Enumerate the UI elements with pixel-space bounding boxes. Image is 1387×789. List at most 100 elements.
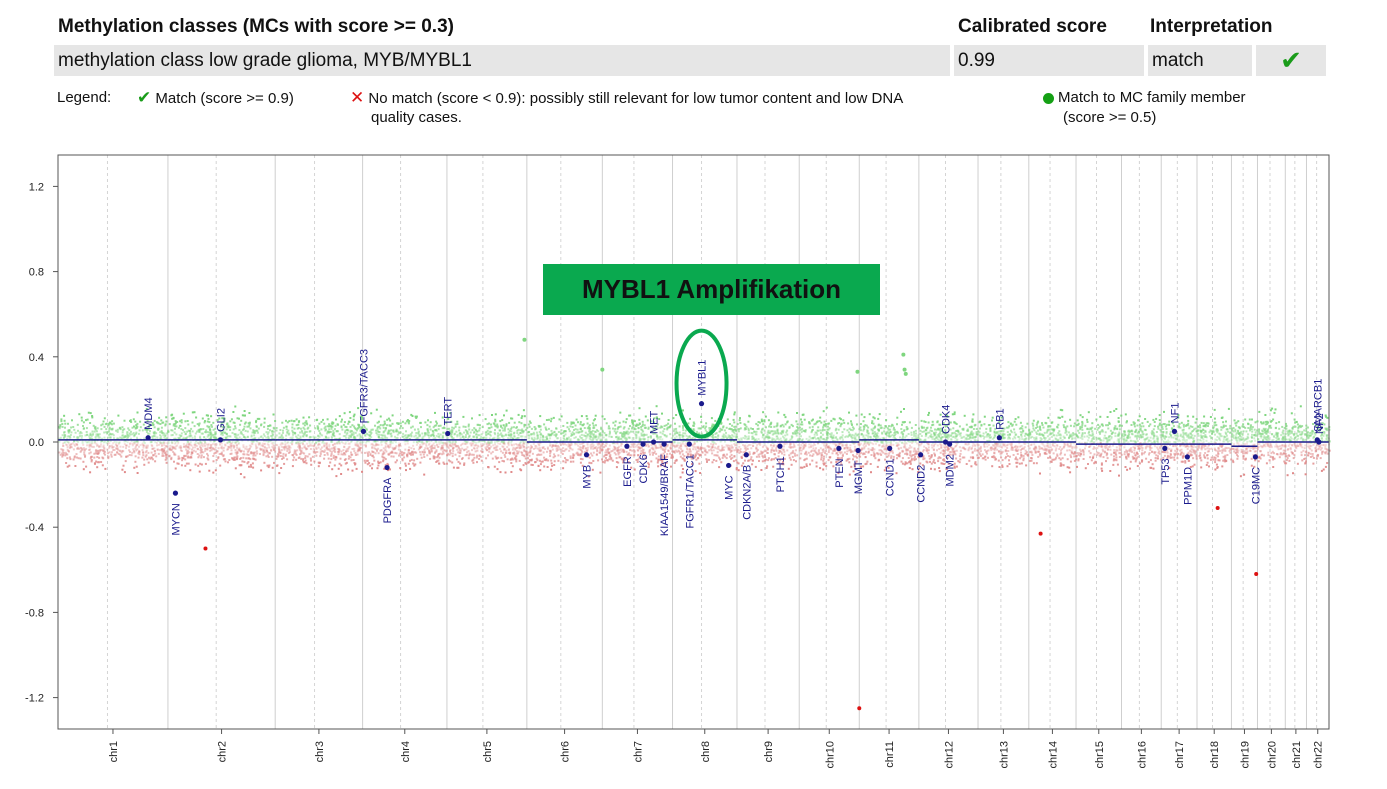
gene-point: [855, 447, 861, 454]
x-tick-label: chr5: [482, 741, 494, 762]
annotation-ellipse: [674, 328, 729, 439]
outlier-point: [522, 337, 527, 342]
gene-point: [887, 445, 893, 451]
outlier-point: [203, 546, 208, 551]
gene-label: FGFR1/TACC1: [684, 454, 696, 528]
legend-match: ✔ Match (score >= 0.9): [137, 88, 294, 108]
legend-label: Legend:: [57, 89, 112, 106]
x-tick-label: chr10: [824, 741, 836, 769]
status-cell: ✔: [1256, 45, 1326, 76]
x-tick-label: chr19: [1239, 741, 1251, 769]
gene-point: [996, 435, 1002, 441]
outlier-point: [903, 371, 908, 376]
dot-icon: [1043, 92, 1054, 104]
gene-label: MYB: [581, 465, 593, 489]
x-tick-label: chr2: [217, 741, 229, 762]
gene-label: MGMT: [853, 460, 865, 494]
x-tick-label: chr14: [1047, 741, 1059, 769]
gene-label: RB1: [994, 408, 1006, 429]
gene-point: [686, 441, 692, 447]
gene-point: [650, 439, 657, 445]
gene-point: [836, 445, 842, 451]
gene-label: NF1: [1169, 403, 1181, 424]
y-tick-label: -0.4: [25, 522, 44, 534]
methylation-class-table: Methylation classes (MCs with score >= 0…: [54, 12, 1326, 76]
gene-label: CCND1: [885, 458, 897, 496]
outlier-point: [600, 367, 605, 372]
class-name-cell: methylation class low grade glioma, MYB/…: [54, 45, 950, 76]
x-tick-label: chr9: [763, 741, 775, 762]
gene-point: [726, 462, 732, 469]
outlier-point: [855, 369, 860, 374]
gene-point: [583, 452, 590, 458]
gene-point: [777, 443, 783, 449]
cross-icon: ✕: [350, 88, 365, 107]
gene-label: PDGFRA: [382, 477, 394, 524]
x-tick-label: chr1: [108, 741, 120, 762]
gene-label: PTEN: [834, 458, 846, 487]
gene-point: [947, 441, 953, 447]
gene-label: C19MC: [1250, 467, 1262, 504]
gene-label: CDK4: [940, 405, 952, 434]
legend-nomatch: ✕ No match (score < 0.9): possibly still…: [350, 88, 903, 108]
x-tick-label: chr15: [1094, 741, 1106, 769]
legend-nomatch-text-2: quality cases.: [371, 109, 462, 126]
legend-nomatch-text: No match (score < 0.9): possibly still r…: [368, 90, 904, 107]
gene-label: TP53: [1160, 458, 1172, 484]
gene-label: GLI2: [215, 408, 227, 432]
y-tick-label: 1.2: [29, 181, 44, 193]
gene-label: TERT: [443, 397, 455, 426]
x-tick-label: chr11: [884, 741, 896, 768]
gene-label: MDM4: [143, 397, 155, 429]
gene-label: MYC: [724, 475, 736, 500]
header-class: Methylation classes (MCs with score >= 0…: [58, 16, 454, 37]
outlier-point: [1254, 572, 1259, 577]
plot-area: [58, 155, 1329, 729]
outlier-point: [901, 352, 906, 357]
gene-label: KIAA1549/BRAF: [659, 454, 671, 536]
gene-point: [384, 464, 390, 471]
check-icon: ✔: [137, 88, 152, 107]
y-tick-label: 0.0: [29, 437, 44, 449]
annotation-text: MYBL1 Amplifikation: [582, 274, 841, 304]
gene-label: FGFR3/TACC3: [358, 349, 370, 423]
x-tick-label: chr8: [700, 741, 712, 762]
x-tick-label: chr12: [943, 741, 955, 769]
gene-point: [624, 443, 630, 449]
table-row[interactable]: methylation class low grade glioma, MYB/…: [54, 45, 1326, 76]
gene-point: [360, 428, 367, 434]
gene-label: MYCN: [170, 503, 182, 535]
gene-point: [172, 490, 179, 496]
gene-label: SMARCB1: [1312, 379, 1324, 432]
x-tick-label: chr13: [998, 741, 1010, 769]
gene-label: EGFR: [622, 456, 634, 487]
x-tick-label: chr22: [1313, 741, 1325, 769]
header-interpretation: Interpretation: [1150, 16, 1273, 37]
x-tick-label: chr7: [632, 741, 644, 762]
y-tick-label: 0.4: [29, 352, 44, 364]
outlier-point: [1038, 531, 1043, 536]
table-header: Methylation classes (MCs with score >= 0…: [54, 12, 1326, 42]
y-tick-label: 0.8: [29, 267, 44, 279]
x-tick-label: chr16: [1136, 741, 1148, 769]
gene-label: MDM2: [945, 454, 957, 486]
outlier-point: [857, 706, 862, 711]
check-icon: ✔: [1280, 45, 1302, 75]
y-tick-label: -1.2: [25, 693, 44, 705]
y-tick-label: -0.8: [25, 607, 44, 619]
annotation-box: [543, 264, 880, 315]
gene-point: [145, 435, 151, 441]
gene-point: [1171, 428, 1178, 434]
legend-family-text-2: (score >= 0.5): [1063, 109, 1157, 126]
header-score: Calibrated score: [958, 16, 1107, 37]
x-tick-label: chr18: [1209, 741, 1221, 769]
gene-point: [1316, 439, 1322, 445]
gene-label: PPM1D: [1182, 467, 1194, 505]
gene-label: CDK6: [638, 454, 650, 483]
gene-point: [698, 401, 705, 407]
gene-point: [445, 430, 451, 437]
gene-label: MET: [649, 411, 661, 435]
legend-family-text: Match to MC family member: [1058, 89, 1246, 106]
outlier-point: [1215, 506, 1220, 511]
